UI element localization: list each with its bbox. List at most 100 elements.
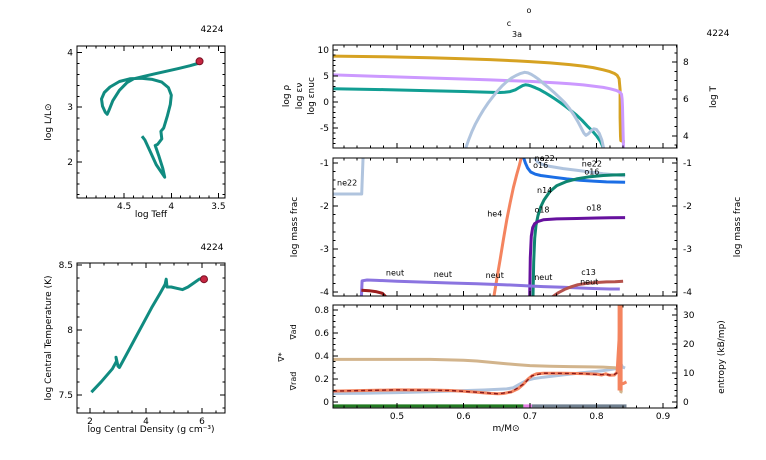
- y-tick-label: -1: [320, 159, 329, 169]
- annotation-3a: 3a: [512, 30, 522, 39]
- annotation-he4: he4: [487, 210, 502, 219]
- series-grad-T: [333, 371, 619, 395]
- y-tick-label: -3: [320, 245, 329, 255]
- x-tick-label: 0.7: [523, 412, 537, 422]
- y-tick-label: 8: [67, 326, 73, 336]
- y-tick-label: 0: [323, 98, 329, 108]
- x-tick-label: 0.6: [456, 412, 471, 422]
- series-log-rho: [333, 73, 625, 148]
- x-tick-label: 4: [143, 417, 149, 427]
- annotation-logcentraldensitygcm: log Central Density (g cm⁻³): [88, 425, 215, 435]
- y-tick-label: 0.2: [315, 375, 329, 385]
- annotation-neut: neut: [434, 270, 452, 279]
- central-t-rho-ticks: 2 4 6 8.5 8 7.5: [59, 261, 225, 427]
- y-tick-label: -2: [320, 202, 329, 212]
- annotation-mm: m/M⊙: [492, 424, 519, 434]
- profile-gradients-entropy-ticks: 0.5 0.6 0.7 0.8 0.9 0.8 0.6 0.4 0.2 0 30 20 10 0: [315, 305, 695, 422]
- annotation-n14: n14: [537, 186, 552, 195]
- y2-tick-label: 20: [683, 340, 695, 350]
- y-tick-label: 7.5: [59, 391, 73, 401]
- y-tick-label: 0.6: [315, 329, 330, 339]
- series-evolution-track: [100, 59, 203, 179]
- y-tick-label: 0: [323, 398, 329, 408]
- annotation-neut: neut: [580, 277, 598, 286]
- annotation-logt: log T: [709, 85, 719, 108]
- y2-tick-label: 8: [683, 58, 689, 68]
- y2-tick-label: 30: [683, 311, 695, 321]
- y-tick-label: -4: [320, 288, 329, 298]
- series-o16: [522, 158, 626, 184]
- y2-tick-label: -1: [683, 159, 692, 169]
- annotation-4224: 4224: [201, 25, 224, 35]
- annotation-ad: ∇ad: [289, 324, 298, 340]
- series-he4: [492, 158, 523, 296]
- x-tick-label: 0.9: [656, 412, 671, 422]
- series-grad-ad: [333, 357, 623, 394]
- annotation-lognuc: log εnuc: [307, 77, 317, 115]
- profile-gradients-entropy: 0.5 0.6 0.7 0.8 0.9 0.8 0.6 0.4 0.2 0 30 20 10 0 m/M⊙ ∇…: [277, 304, 727, 434]
- annotation-neut: neut: [534, 273, 552, 282]
- annotation-c: c: [507, 19, 511, 28]
- annotation-c13: c13: [581, 268, 596, 277]
- y-tick-label: 0.4: [315, 352, 330, 362]
- series-tc-rhoc-track: [90, 276, 206, 394]
- series-o18: [528, 216, 626, 296]
- y2-tick-label: -3: [683, 245, 692, 255]
- annotation-ne22: ne22: [582, 159, 602, 168]
- profile-abundances: -1 -2 -3 -4 -1 -2 -3 -4 log mass frac log mass fr…: [290, 154, 743, 298]
- x-tick-label: 2: [87, 417, 93, 427]
- series-log-eps-nuc: [464, 70, 606, 148]
- profile-thermo-ticks: 10 5 0 -5 8 6 4: [318, 45, 689, 148]
- annotation-o16: o16: [584, 168, 599, 177]
- annotation-o: o: [527, 6, 532, 15]
- annotation-logcentraltemperaturek: log Central Temperature (K): [44, 275, 54, 400]
- series-ne22-core: [333, 158, 365, 196]
- y2-tick-label: -2: [683, 202, 692, 212]
- series-log-eps-nu: [333, 83, 606, 148]
- x-tick-label: 4.5: [117, 202, 131, 212]
- annotation-logmassfrac: log mass frac: [290, 197, 300, 257]
- series-c13: [551, 279, 624, 296]
- x-tick-label: 0.5: [390, 412, 404, 422]
- annotation-4224: 4224: [201, 243, 224, 253]
- annotation-entropykbmp: entropy (kB/mp): [717, 320, 727, 394]
- series-neut: [359, 278, 620, 296]
- y-tick-label: 4: [67, 49, 73, 59]
- series-grad-rad: [333, 320, 628, 396]
- profile-abundances-ticks: -1 -2 -3 -4 -1 -2 -3 -4: [320, 158, 692, 298]
- hr-diagram-ticks: 4.5 4 3.5 4 3 2: [67, 46, 226, 212]
- x-tick-label: 0.8: [589, 412, 604, 422]
- annotation-: ∇*: [277, 352, 286, 362]
- annotation-logmassfrac: log mass frac: [733, 197, 743, 257]
- annotation-o18: o18: [534, 205, 549, 214]
- annotation-neut: neut: [386, 269, 404, 278]
- profile-gradients-entropy-frame: [332, 304, 678, 409]
- series-log-T: [333, 54, 625, 143]
- profile-thermo: 10 5 0 -5 8 6 4 log ρ log εν log εnuc log T 4224 o c3…: [282, 6, 730, 149]
- annotation-rad: ∇rad: [289, 372, 298, 392]
- y-tick-label: 8.5: [59, 261, 73, 271]
- y-tick-label: 3: [67, 103, 73, 113]
- y-tick-label: 2: [67, 158, 73, 168]
- y2-tick-label: 4: [683, 132, 689, 142]
- y-tick-label: -5: [320, 124, 329, 134]
- y2-tick-label: 10: [683, 369, 695, 379]
- annotation-logll: log L/L⊙: [44, 103, 54, 140]
- current-model-marker: [199, 275, 208, 284]
- profile-abundances-frame: [332, 157, 678, 297]
- y2-tick-label: 6: [683, 95, 689, 105]
- x-tick-label: 6: [199, 417, 205, 427]
- y2-tick-label: -4: [683, 288, 692, 298]
- central-t-rho-frame: [76, 262, 226, 414]
- annotation-logteff: log Teff: [135, 210, 168, 220]
- annotation-neut: neut: [486, 271, 504, 280]
- y-tick-label: 10: [318, 46, 330, 56]
- series-n14: [531, 173, 626, 296]
- hr-diagram-frame: [76, 45, 226, 199]
- x-tick-label: 4: [168, 202, 174, 212]
- annotation-ne22: ne22: [535, 154, 555, 163]
- annotation-o16: o16: [533, 161, 548, 170]
- annotation-log: log εν: [295, 83, 305, 109]
